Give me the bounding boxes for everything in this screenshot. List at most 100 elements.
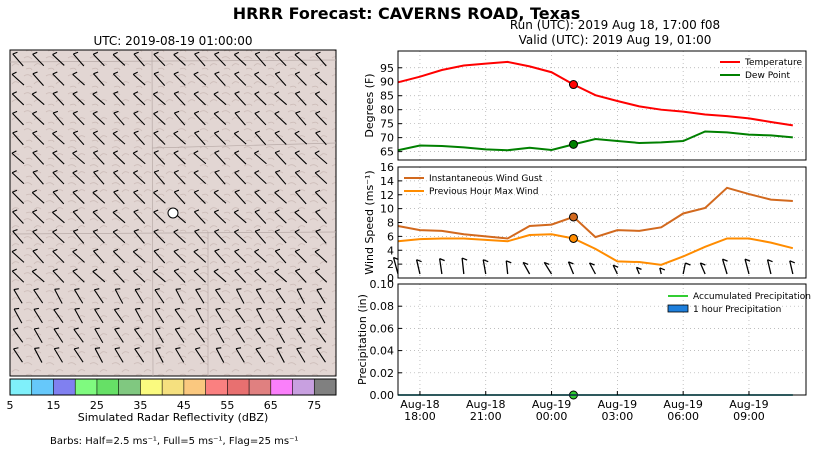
x-tick-label-date: Aug-18: [466, 398, 505, 411]
map-barb-shaft: [315, 329, 327, 343]
map-barb-shaft: [113, 172, 125, 185]
map-barb-feather: [295, 170, 301, 173]
map-barb-shaft: [254, 270, 267, 283]
map-barb-shaft: [214, 73, 226, 87]
map-barb-feather: [112, 51, 118, 56]
map-barb-feather: [174, 189, 180, 193]
map-barb-shaft: [235, 328, 246, 343]
map-barb-feather: [73, 130, 79, 134]
map-barb-shaft: [93, 171, 105, 185]
map-barb-feather: [133, 189, 139, 193]
map-barb-feather: [32, 209, 38, 213]
map-barb-feather: [274, 150, 280, 154]
map-barb-shaft: [92, 211, 105, 224]
colorbar-swatch: [96, 379, 119, 395]
map-barb-shaft: [235, 348, 245, 363]
map-barb-shaft: [194, 348, 205, 363]
map-barb-feather: [173, 150, 179, 154]
map-barb-shaft: [194, 329, 205, 343]
map-barb-shaft: [72, 112, 85, 126]
map-barb-shaft: [316, 308, 326, 324]
map-barb-feather: [254, 170, 260, 174]
map-barb-shaft: [92, 271, 106, 283]
map-barb-shaft: [234, 270, 247, 283]
map-barb-shaft: [295, 112, 307, 126]
map-barb-shaft: [235, 289, 245, 304]
map-barb-feather: [154, 288, 160, 291]
map-barb-shaft: [314, 172, 328, 185]
map-barb-shaft: [32, 211, 45, 224]
map-barb-feather: [254, 51, 261, 55]
map-barb-feather: [73, 229, 79, 232]
map-barb-shaft: [11, 172, 25, 185]
map-barb-shaft: [215, 348, 225, 363]
map-barb-feather: [153, 268, 159, 272]
map-barb-shaft: [93, 73, 105, 87]
map-barb-feather: [114, 307, 120, 311]
y-axis-label: Precipitation (in): [356, 294, 369, 385]
map-barb-feather: [133, 130, 139, 134]
map-barb-shaft: [214, 231, 226, 244]
map-barb-feather: [54, 347, 60, 350]
y-tick-label: 16: [380, 161, 394, 174]
map-barb-shaft: [173, 93, 186, 106]
map-barb-feather: [134, 327, 140, 330]
map-barb-shaft: [234, 93, 247, 106]
wind-barb-shaft: [699, 262, 706, 275]
map-barb-shaft: [12, 230, 24, 244]
colorbar-swatch: [118, 379, 141, 395]
map-barb-shaft: [316, 348, 326, 363]
map-barb-shaft: [274, 93, 287, 106]
map-barb-feather: [274, 51, 280, 55]
map-barb-feather: [113, 110, 119, 114]
map-barb-feather: [174, 307, 180, 311]
map-barb-feather: [234, 229, 240, 233]
map-barb-feather: [32, 130, 38, 134]
map-barb-feather: [193, 268, 199, 272]
map-barb-shaft: [74, 289, 84, 304]
wind-barb-feather: [544, 261, 550, 266]
wind-barb-shaft: [659, 267, 662, 275]
colorbar-swatch: [140, 379, 163, 395]
panel-frame: [397, 283, 807, 396]
map-barb-feather: [274, 229, 280, 233]
map-barb-feather: [173, 130, 179, 134]
series-line: [397, 60, 793, 127]
map-barb-feather: [113, 71, 119, 75]
map-barb-feather: [234, 189, 240, 193]
map-barb-feather: [72, 189, 78, 193]
map-barb-shaft: [33, 328, 43, 344]
map-barb-feather: [93, 229, 99, 233]
colorbar-tick-label: 25: [90, 399, 104, 412]
y-tick-label: 70: [380, 132, 394, 145]
wind-barb-feather: [744, 258, 751, 262]
map-barb-feather: [12, 209, 18, 213]
map-barb-shaft: [294, 211, 308, 224]
map-barb-shaft: [114, 328, 124, 343]
map-barb-feather: [235, 307, 241, 311]
map-barb-shaft: [214, 171, 226, 185]
map-barb-shaft: [52, 191, 65, 205]
map-barb-shaft: [32, 231, 45, 244]
map-barb-shaft: [72, 152, 85, 165]
map-barb-shaft: [194, 53, 206, 67]
legend-label: 1 hour Precipitation: [693, 305, 781, 315]
map-barb-feather: [274, 268, 280, 272]
x-tick-label-time: 21:00: [470, 410, 502, 423]
map-barb-feather: [294, 150, 300, 154]
map-barb-feather: [254, 209, 260, 213]
map-barb-shaft: [173, 73, 186, 86]
map-barb-feather: [316, 347, 322, 350]
map-barb-shaft: [155, 348, 164, 363]
wind-barb-feather: [568, 261, 574, 265]
map-barb-shaft: [254, 73, 267, 86]
map-barb-shaft: [33, 348, 43, 363]
map-barb-shaft: [254, 53, 267, 67]
map-barb-feather: [52, 51, 58, 56]
colorbar-swatch: [31, 379, 54, 395]
map-barb-feather: [72, 91, 78, 95]
map-barb-feather: [254, 110, 260, 114]
map-barb-shaft: [52, 172, 65, 185]
map-barb-shaft: [254, 230, 267, 244]
